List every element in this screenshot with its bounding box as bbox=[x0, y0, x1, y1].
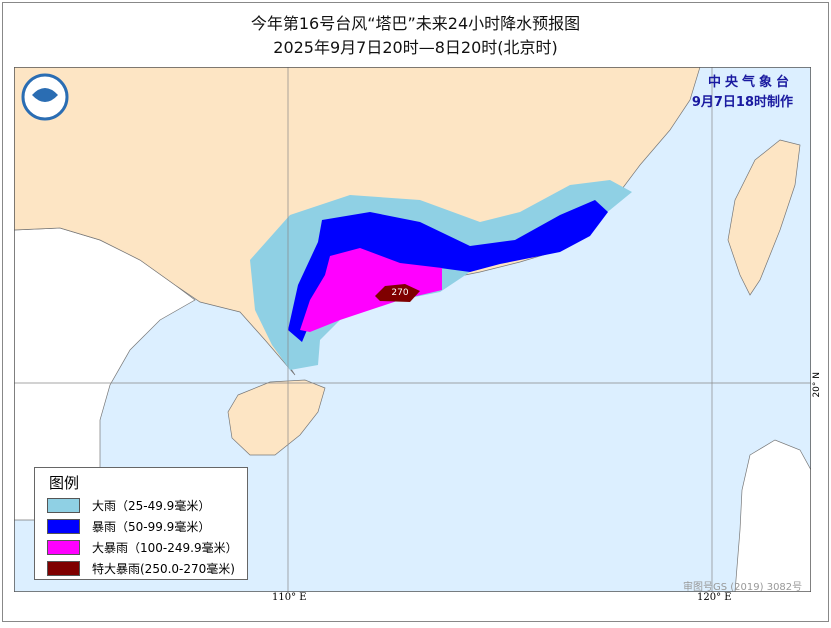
legend-item: 大暴雨（100-249.9毫米） bbox=[47, 537, 247, 558]
lon-tick-110: 110° E bbox=[272, 592, 307, 603]
legend-label: 大雨（25-49.9毫米） bbox=[92, 499, 211, 513]
legend-title: 图例 bbox=[49, 474, 80, 492]
lat-tick-20: 20° N bbox=[812, 372, 822, 398]
luzon-island bbox=[734, 439, 811, 592]
agency-name: 中央气象台 bbox=[707, 75, 793, 90]
hainan-island bbox=[227, 379, 326, 456]
legend: 图例 大雨（25-49.9毫米） 暴雨（50-99.9毫米） 大暴雨（100-2… bbox=[34, 467, 248, 580]
cma-logo bbox=[21, 73, 69, 121]
issue-time: 9月7日18时制作 bbox=[691, 95, 793, 110]
rain-zone-extreme bbox=[375, 284, 420, 302]
legend-label: 暴雨（50-99.9毫米） bbox=[92, 520, 211, 534]
taiwan-island bbox=[727, 139, 801, 296]
lon-tick-120: 120° E bbox=[697, 592, 732, 603]
map-subtitle: 2025年9月7日20时—8日20时(北京时) bbox=[273, 38, 558, 57]
legend-label: 大暴雨（100-249.9毫米） bbox=[92, 541, 238, 555]
legend-label: 特大暴雨(250.0-270毫米) bbox=[92, 562, 235, 576]
max-rain-label: 270 bbox=[391, 288, 408, 298]
map-title: 今年第16号台风“塔巴”未来24小时降水预报图 bbox=[250, 14, 581, 33]
legend-swatch bbox=[47, 498, 80, 513]
legend-swatch bbox=[47, 519, 80, 534]
legend-item: 大雨（25-49.9毫米） bbox=[47, 495, 247, 516]
agency-block: 中央气象台 9月7日18时制作 bbox=[692, 73, 793, 113]
legend-item: 特大暴雨(250.0-270毫米) bbox=[47, 558, 247, 579]
legend-item: 暴雨（50-99.9毫米） bbox=[47, 516, 247, 537]
approval-number: 审图号GS (2019) 3082号 bbox=[683, 582, 803, 593]
legend-swatch bbox=[47, 540, 80, 555]
rain-zone-heavy-rainstorm bbox=[300, 248, 442, 332]
legend-swatch bbox=[47, 561, 80, 576]
rain-zone-rainstorm bbox=[288, 200, 608, 342]
